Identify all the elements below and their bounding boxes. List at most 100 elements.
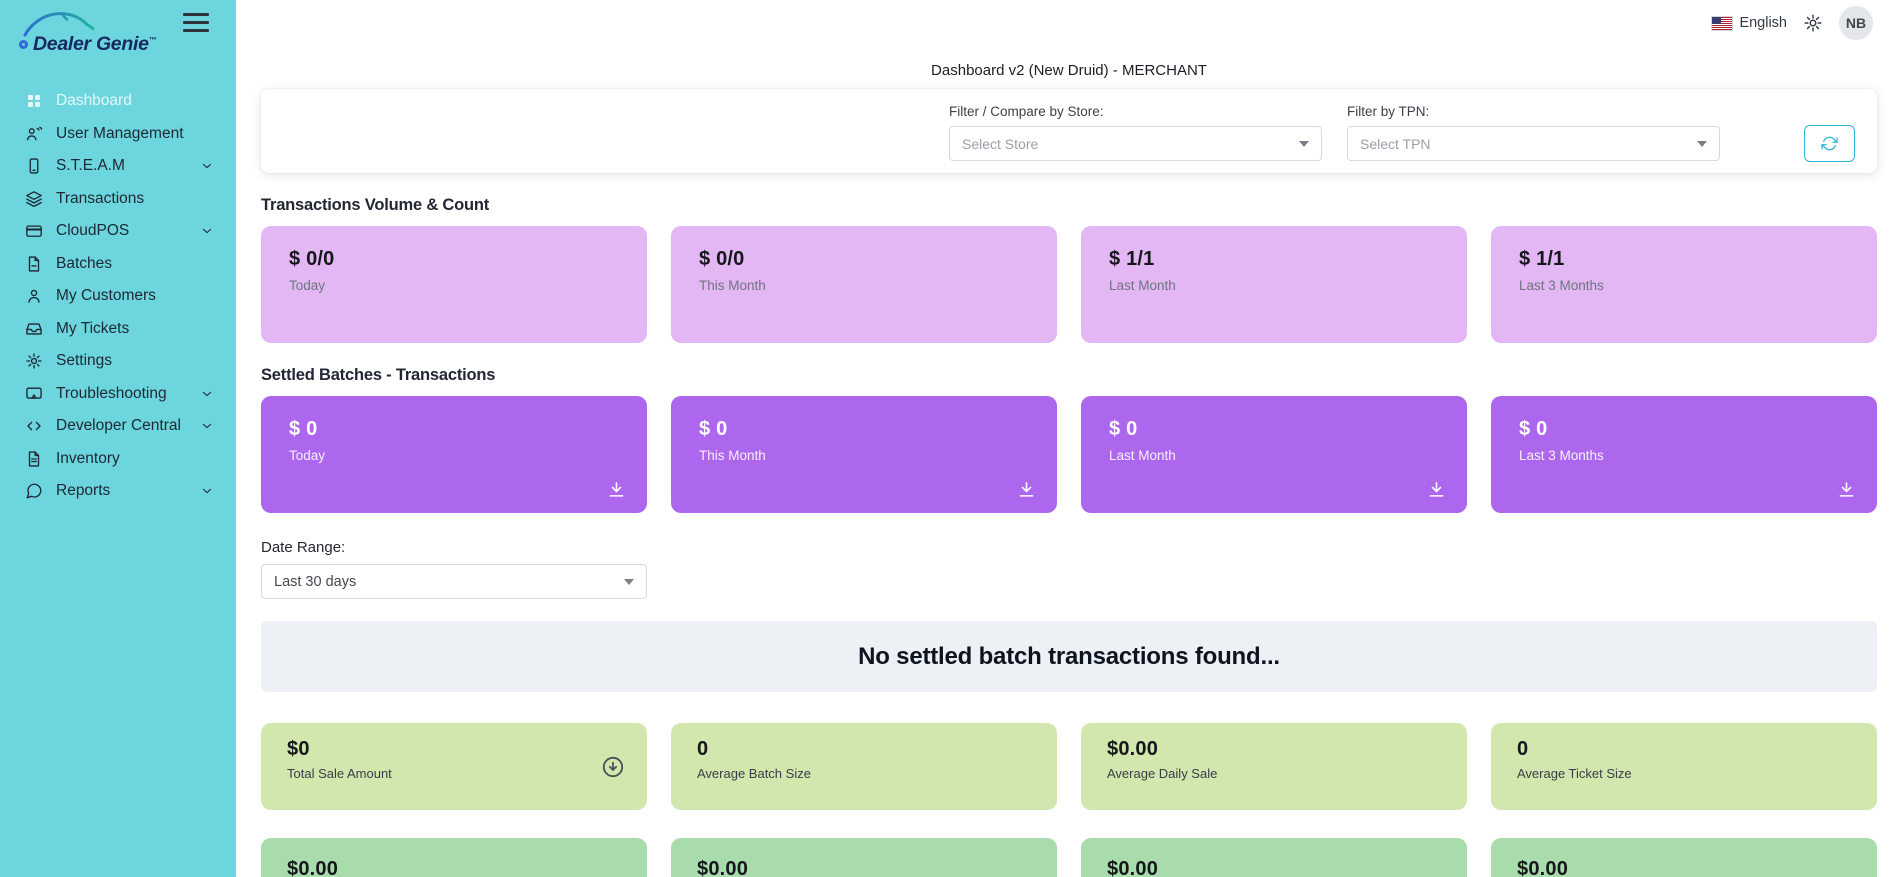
- chevron-down-icon: [200, 159, 214, 173]
- card-label: Last Month: [1109, 278, 1176, 293]
- card-value: $ 0: [289, 418, 318, 440]
- volume-section-title: Transactions Volume & Count: [261, 196, 490, 214]
- sidebar-item-batches[interactable]: Batches: [0, 248, 236, 281]
- store-select[interactable]: Select Store: [949, 126, 1322, 161]
- card-value: $0.00: [1107, 738, 1159, 760]
- card-label: Average Daily Sale: [1107, 766, 1218, 781]
- stat-card: $0.00: [671, 838, 1057, 877]
- card-label: This Month: [699, 278, 766, 293]
- trademark: ™: [148, 35, 157, 45]
- language-label: English: [1739, 15, 1787, 31]
- card-value: $ 0/0: [289, 248, 335, 270]
- download-icon[interactable]: [1836, 479, 1857, 500]
- settled-cards-row: $ 0 Today $ 0 This Month $ 0 Last Month …: [261, 396, 1877, 513]
- card-label: This Month: [699, 448, 766, 463]
- tpn-select-placeholder: Select TPN: [1360, 135, 1431, 152]
- stat-card: 0 Average Ticket Size: [1491, 723, 1877, 810]
- sidebar-item-cloudpos[interactable]: CloudPOS: [0, 215, 236, 248]
- chevron-down-icon: [200, 387, 214, 401]
- sidebar-item-user-management[interactable]: User Management: [0, 118, 236, 151]
- stat-card: $0.00: [261, 838, 647, 877]
- store-filter-label: Filter / Compare by Store:: [949, 104, 1104, 119]
- card-label: Last Month: [1109, 448, 1176, 463]
- empty-state-banner: No settled batch transactions found...: [261, 621, 1877, 692]
- sidebar-item-my-tickets[interactable]: My Tickets: [0, 313, 236, 346]
- stat-card: 0 Average Batch Size: [671, 723, 1057, 810]
- sidebar-item-s-t-e-a-m[interactable]: S.T.E.A.M: [0, 150, 236, 183]
- file-icon: [25, 255, 43, 273]
- date-range-value: Last 30 days: [274, 573, 357, 590]
- chevron-down-icon: [200, 484, 214, 498]
- card-value: 0: [697, 738, 709, 760]
- download-icon[interactable]: [1426, 479, 1447, 500]
- chevron-down-icon: [1299, 140, 1309, 152]
- card-label: Today: [289, 278, 326, 293]
- circle-download-icon[interactable]: [601, 755, 625, 779]
- card-value: $0.00: [1107, 858, 1159, 877]
- sidebar-item-troubleshooting[interactable]: Troubleshooting: [0, 378, 236, 411]
- card-value: $0.00: [1517, 858, 1569, 877]
- device-icon: [25, 157, 43, 175]
- sidebar-item-developer-central[interactable]: Developer Central: [0, 410, 236, 443]
- stat-card: $0.00 Average Daily Sale: [1081, 723, 1467, 810]
- card-label: Average Ticket Size: [1517, 766, 1632, 781]
- card-value: $0: [287, 738, 310, 760]
- sidebar-item-label: My Customers: [56, 287, 156, 305]
- avatar[interactable]: NB: [1839, 6, 1873, 40]
- car-logo-icon: [23, 12, 95, 37]
- tpn-filter-label: Filter by TPN:: [1347, 104, 1430, 119]
- sidebar-item-label: Troubleshooting: [56, 384, 167, 402]
- card-label: Today: [289, 448, 326, 463]
- sidebar-item-inventory[interactable]: Inventory: [0, 443, 236, 476]
- download-icon[interactable]: [606, 479, 627, 500]
- settled-card: $ 0 Today: [261, 396, 647, 513]
- code-icon: [25, 417, 43, 435]
- store-select-placeholder: Select Store: [962, 135, 1039, 152]
- volume-card: $ 1/1 Last Month: [1081, 226, 1467, 343]
- sidebar-item-settings[interactable]: Settings: [0, 345, 236, 378]
- gear-icon: [25, 352, 43, 370]
- settled-card: $ 0 Last 3 Months: [1491, 396, 1877, 513]
- card-value: $ 0: [699, 418, 728, 440]
- filter-card: Filter / Compare by Store: Select Store …: [261, 89, 1877, 173]
- brand-logo: Dealer Genie™: [0, 0, 236, 66]
- sidebar-item-reports[interactable]: Reports: [0, 475, 236, 508]
- main-area: English NB Dashboard v2 (New Druid) - ME…: [236, 0, 1895, 877]
- user-icon: [25, 287, 43, 305]
- stats-cards-row: $0 Total Sale Amount 0 Average Batch Siz…: [261, 723, 1877, 810]
- sidebar-item-label: Reports: [56, 482, 111, 500]
- inbox-icon: [25, 320, 43, 338]
- card-value: $ 1/1: [1109, 248, 1155, 270]
- refresh-button[interactable]: [1804, 125, 1855, 162]
- stat-card: $0 Total Sale Amount: [261, 723, 647, 810]
- sidebar-item-label: S.T.E.A.M: [56, 157, 125, 175]
- store-filter-group: Filter / Compare by Store: Select Store: [949, 104, 1322, 173]
- tpn-select[interactable]: Select TPN: [1347, 126, 1720, 161]
- chevron-down-icon: [624, 578, 634, 590]
- us-flag-icon: [1711, 15, 1734, 31]
- date-range-select[interactable]: Last 30 days: [261, 564, 647, 599]
- layers-icon: [25, 190, 43, 208]
- sidebar-nav: Dashboard User Management S.T.E.A.M Transac…: [0, 66, 236, 508]
- sidebar: Dealer Genie™ Dashboard User Management S.…: [0, 0, 236, 877]
- card-value: $ 0/0: [699, 248, 745, 270]
- sidebar-item-dashboard[interactable]: Dashboard: [0, 85, 236, 118]
- card-value: 0: [1517, 738, 1529, 760]
- wheel-icon: [19, 40, 28, 49]
- date-range-label: Date Range:: [261, 539, 346, 556]
- hamburger-menu-icon[interactable]: [183, 13, 209, 37]
- settings-gear-button[interactable]: [1803, 13, 1823, 33]
- sidebar-item-my-customers[interactable]: My Customers: [0, 280, 236, 313]
- sidebar-item-label: Transactions: [56, 189, 145, 207]
- volume-card: $ 0/0 Today: [261, 226, 647, 343]
- topbar: English NB: [1711, 0, 1873, 46]
- sidebar-item-label: User Management: [56, 124, 184, 142]
- page-title: Dashboard v2 (New Druid) - MERCHANT: [931, 62, 1207, 79]
- language-selector[interactable]: English: [1711, 15, 1787, 31]
- stat-card: $0.00: [1081, 838, 1467, 877]
- tpn-filter-group: Filter by TPN: Select TPN: [1347, 104, 1720, 173]
- sidebar-item-transactions[interactable]: Transactions: [0, 183, 236, 216]
- stat-card: $0.00: [1491, 838, 1877, 877]
- sidebar-item-label: Batches: [56, 254, 113, 272]
- download-icon[interactable]: [1016, 479, 1037, 500]
